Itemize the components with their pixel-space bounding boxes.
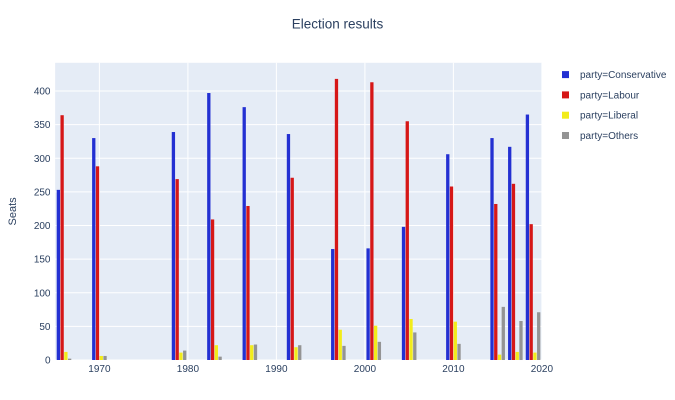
svg-text:party=Liberal: party=Liberal xyxy=(580,111,638,122)
svg-text:2010: 2010 xyxy=(442,364,465,375)
svg-text:150: 150 xyxy=(34,255,51,266)
svg-text:300: 300 xyxy=(34,154,51,165)
svg-text:1990: 1990 xyxy=(265,364,288,375)
svg-text:party=Conservative: party=Conservative xyxy=(580,70,667,81)
svg-text:350: 350 xyxy=(34,120,51,131)
svg-text:1970: 1970 xyxy=(88,364,111,375)
svg-text:Seats: Seats xyxy=(7,197,19,226)
svg-text:2000: 2000 xyxy=(354,364,377,375)
svg-text:Election results: Election results xyxy=(292,17,384,32)
svg-text:0: 0 xyxy=(45,356,51,367)
svg-text:party=Others: party=Others xyxy=(580,131,638,142)
svg-text:2020: 2020 xyxy=(531,364,554,375)
svg-text:100: 100 xyxy=(34,288,51,299)
svg-text:50: 50 xyxy=(39,322,51,333)
svg-text:400: 400 xyxy=(34,87,51,98)
svg-text:1980: 1980 xyxy=(177,364,200,375)
svg-text:250: 250 xyxy=(34,187,51,198)
svg-text:200: 200 xyxy=(34,221,51,232)
svg-text:party=Labour: party=Labour xyxy=(580,90,640,101)
